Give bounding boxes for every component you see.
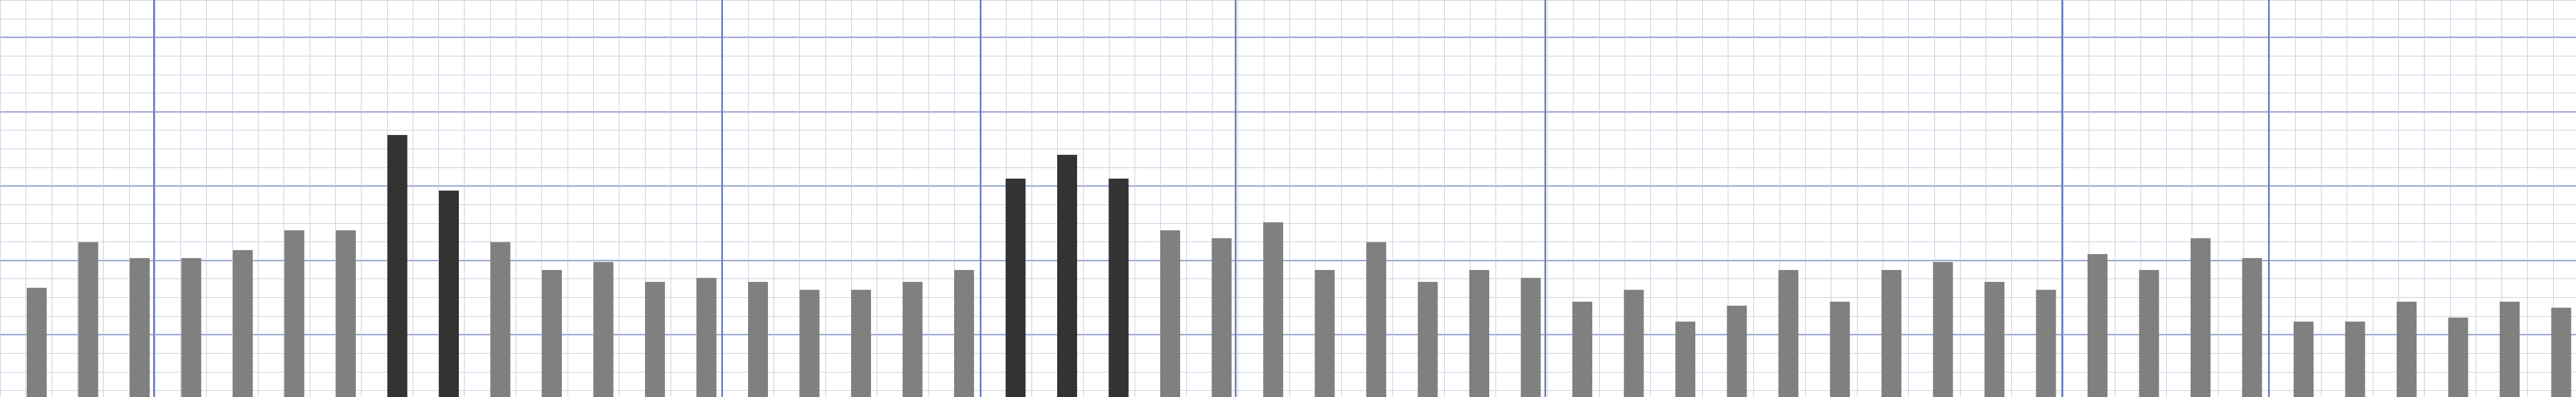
bar-highlighted	[1005, 178, 1026, 397]
bar	[27, 288, 47, 397]
bar	[2191, 238, 2211, 397]
bar	[902, 281, 923, 397]
bar	[1933, 262, 1953, 397]
bar-highlighted	[439, 190, 459, 397]
bar	[1624, 289, 1644, 397]
bar	[645, 281, 665, 397]
bars-layer	[27, 135, 2571, 397]
bar	[851, 289, 871, 397]
bar	[130, 258, 150, 397]
bar	[2448, 317, 2468, 397]
bar	[1830, 301, 1850, 397]
bar	[1572, 301, 1592, 397]
bar	[542, 270, 562, 397]
bar	[1366, 242, 1386, 397]
bar	[1418, 281, 1438, 397]
bar	[2294, 321, 2314, 397]
bar	[799, 289, 820, 397]
bar	[1211, 238, 1232, 397]
bar	[233, 250, 253, 397]
bar	[336, 230, 356, 397]
bar	[2345, 321, 2365, 397]
bar	[748, 281, 768, 397]
bar	[1263, 222, 1283, 397]
bar	[2036, 289, 2056, 397]
bar	[593, 262, 614, 397]
bar	[696, 277, 717, 397]
bar	[1985, 281, 2004, 397]
bar	[1521, 277, 1541, 397]
bar	[2242, 258, 2262, 397]
bar	[954, 270, 974, 397]
bar	[2088, 254, 2107, 397]
bar	[2139, 270, 2159, 397]
bar	[181, 258, 202, 397]
bar	[1160, 230, 1180, 397]
bar	[490, 242, 511, 397]
bar	[1727, 305, 1747, 397]
bar-highlighted	[1108, 178, 1129, 397]
bar	[1778, 270, 1798, 397]
bar	[1314, 270, 1335, 397]
bar	[2500, 301, 2520, 397]
bar	[2551, 308, 2571, 397]
bar	[1469, 270, 1489, 397]
bar	[78, 242, 98, 397]
bar	[1881, 270, 1901, 397]
bar	[284, 230, 305, 397]
bar	[2397, 301, 2417, 397]
bar	[1675, 321, 1695, 397]
bar-highlighted	[1057, 154, 1077, 397]
bar-highlighted	[387, 135, 408, 397]
